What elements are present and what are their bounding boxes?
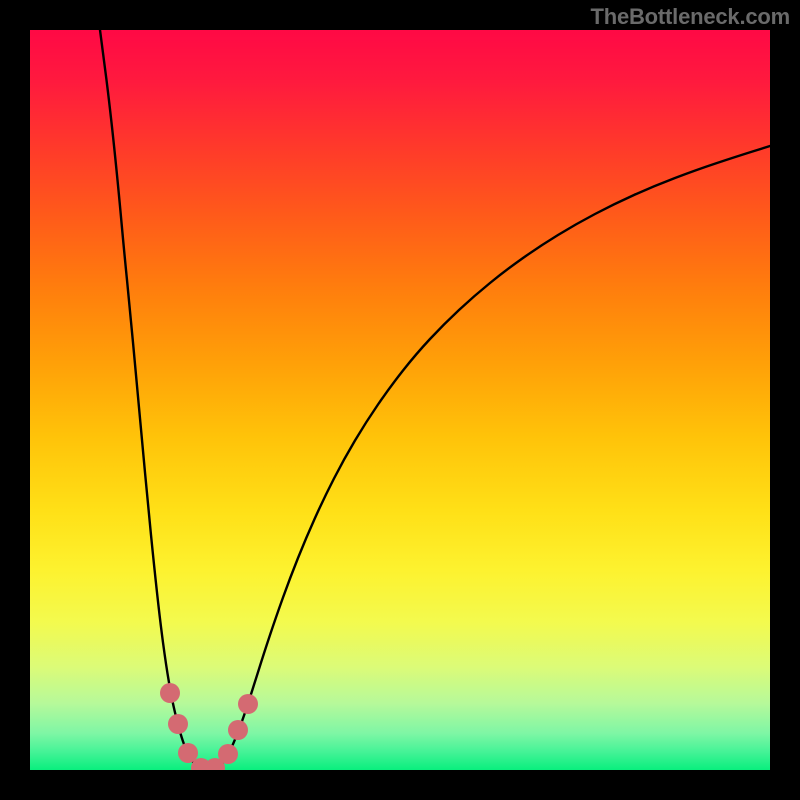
figure-root: TheBottleneck.com (0, 0, 800, 800)
residual-markers (30, 30, 770, 770)
plot-area (30, 30, 770, 770)
residual-marker (168, 714, 188, 734)
residual-marker (228, 720, 248, 740)
residual-marker (238, 694, 258, 714)
watermark-text: TheBottleneck.com (590, 4, 790, 30)
residual-marker (160, 683, 180, 703)
residual-marker (218, 744, 238, 764)
